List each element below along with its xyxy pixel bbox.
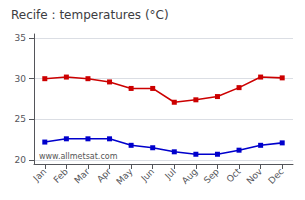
svg-text:35: 35 xyxy=(15,33,26,43)
svg-text:Recife : temperatures (°C): Recife : temperatures (°C) xyxy=(11,8,169,22)
svg-text:Dec: Dec xyxy=(266,166,285,185)
svg-text:25: 25 xyxy=(15,114,26,124)
svg-text:Apr: Apr xyxy=(95,166,113,184)
svg-text:Nov: Nov xyxy=(245,166,265,186)
svg-text:www.allmetsat.com: www.allmetsat.com xyxy=(39,152,118,161)
svg-text:Jul: Jul xyxy=(162,166,177,181)
svg-text:Oct: Oct xyxy=(225,166,243,184)
svg-text:Aug: Aug xyxy=(180,166,199,185)
svg-text:Jun: Jun xyxy=(139,166,157,184)
svg-text:Sep: Sep xyxy=(202,166,221,185)
svg-text:Feb: Feb xyxy=(52,166,71,185)
svg-text:Jan: Jan xyxy=(31,166,49,184)
svg-text:20: 20 xyxy=(15,155,27,165)
svg-text:30: 30 xyxy=(15,74,27,84)
svg-text:May: May xyxy=(114,166,135,187)
svg-text:Mar: Mar xyxy=(72,166,91,185)
